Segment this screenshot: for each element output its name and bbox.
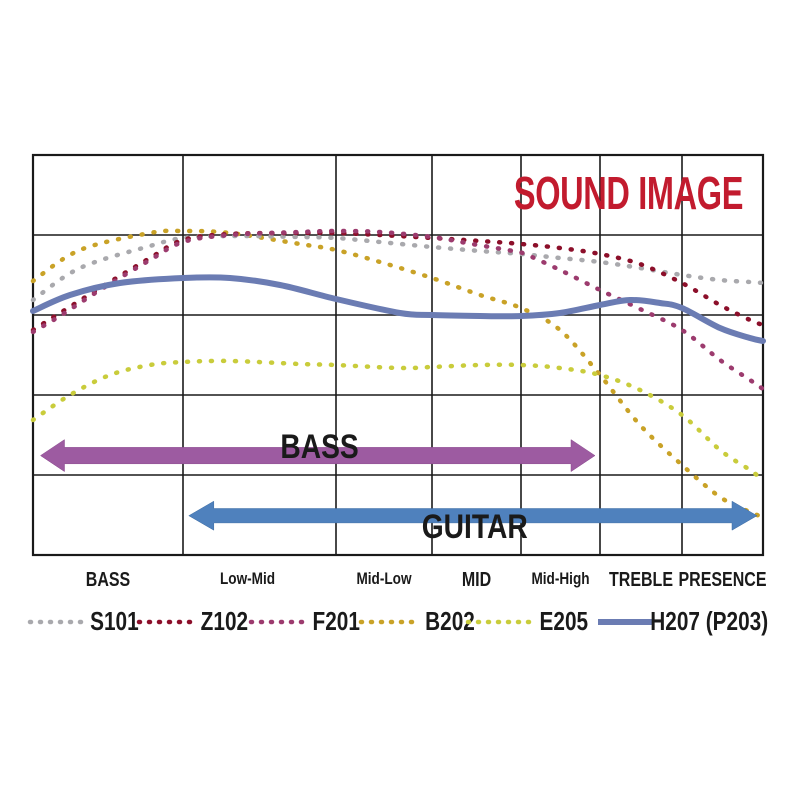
svg-text:Z102: Z102	[201, 607, 248, 636]
svg-text:Mid-High: Mid-High	[531, 570, 589, 589]
svg-text:F201: F201	[313, 607, 360, 636]
svg-text:SOUND IMAGE: SOUND IMAGE	[514, 169, 743, 220]
svg-text:H207 (P203): H207 (P203)	[650, 607, 768, 636]
svg-text:E205: E205	[540, 607, 589, 636]
svg-text:PRESENCE: PRESENCE	[678, 568, 766, 590]
svg-text:Low-Mid: Low-Mid	[220, 570, 275, 589]
svg-text:MID: MID	[462, 568, 491, 590]
svg-text:TREBLE: TREBLE	[609, 568, 673, 590]
svg-text:BASS: BASS	[86, 568, 130, 590]
svg-text:GUITAR: GUITAR	[422, 508, 528, 546]
svg-text:BASS: BASS	[280, 428, 358, 466]
svg-text:S101: S101	[90, 607, 139, 636]
svg-text:Mid-Low: Mid-Low	[356, 570, 411, 589]
